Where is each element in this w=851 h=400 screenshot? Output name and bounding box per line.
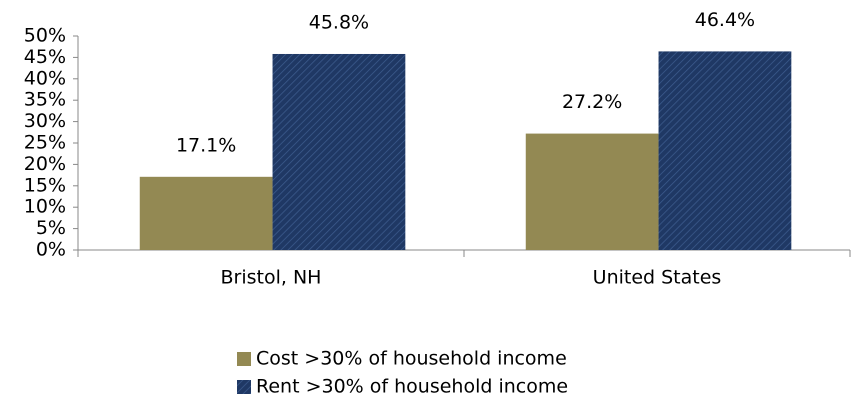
y-tick-label: 20% [24, 153, 66, 175]
data-label: 27.2% [562, 91, 622, 113]
bar [525, 133, 659, 250]
x-tick-label: United States [593, 267, 722, 289]
bar [658, 51, 792, 250]
legend-swatch [237, 380, 251, 394]
y-tick-label: 50% [24, 25, 66, 47]
x-tick-label: Bristol, NH [221, 267, 322, 289]
data-label: 17.1% [176, 134, 236, 156]
y-tick-label: 15% [24, 174, 66, 196]
bar [272, 53, 406, 251]
y-tick-label: 30% [24, 110, 66, 132]
y-tick-label: 35% [24, 89, 66, 111]
bar [139, 176, 273, 250]
legend-swatch [237, 352, 251, 366]
legend-label: Cost >30% of household income [256, 348, 567, 370]
y-tick-label: 40% [24, 67, 66, 89]
y-tick-label: 25% [24, 132, 66, 154]
y-tick-label: 5% [36, 217, 66, 239]
legend-label: Rent >30% of household income [256, 376, 568, 398]
y-tick-label: 45% [24, 46, 66, 68]
y-tick-label: 10% [24, 196, 66, 218]
data-label: 45.8% [309, 11, 369, 33]
data-label: 46.4% [695, 9, 755, 31]
y-tick-label: 0% [36, 239, 66, 261]
